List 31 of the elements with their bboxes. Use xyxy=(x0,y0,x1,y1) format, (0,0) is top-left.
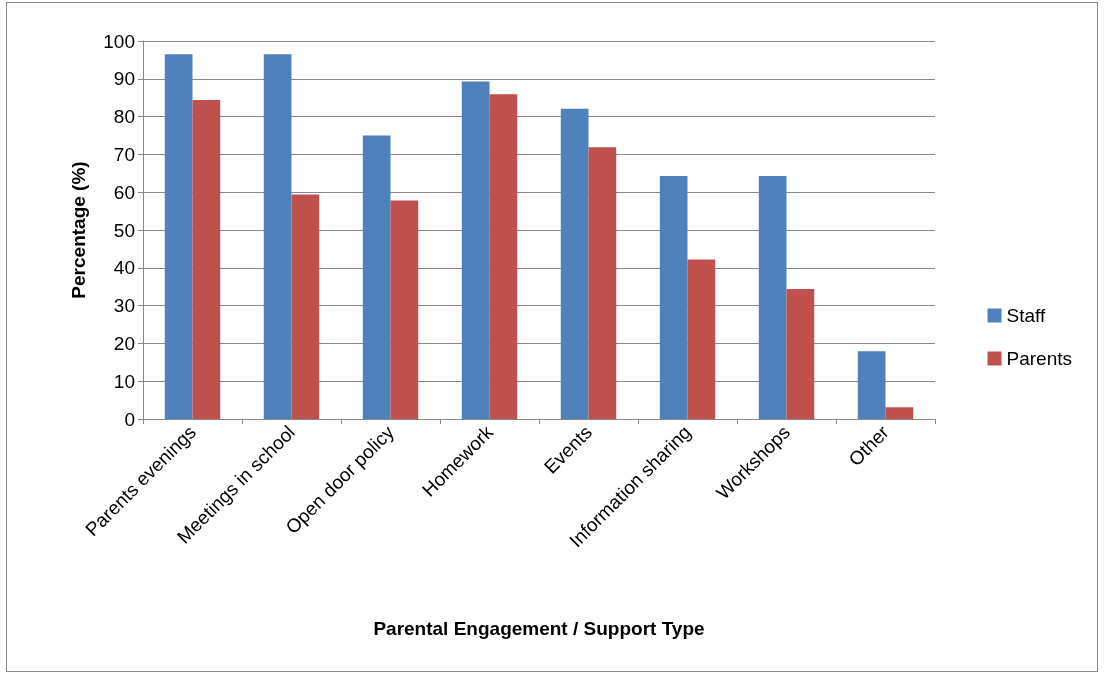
bar xyxy=(786,288,815,419)
bar xyxy=(263,54,292,419)
bar xyxy=(758,175,787,419)
y-tick-label: 0 xyxy=(124,408,135,430)
bar xyxy=(885,407,914,419)
y-tick-label: 50 xyxy=(113,219,135,241)
y-tick-label: 60 xyxy=(113,181,135,203)
bar xyxy=(687,259,716,419)
y-tick-label: 20 xyxy=(113,332,135,354)
bar xyxy=(489,94,518,419)
bar xyxy=(390,200,419,419)
y-tick-label: 70 xyxy=(113,143,135,165)
y-tick-label: 10 xyxy=(113,370,135,392)
y-tick-label: 80 xyxy=(113,106,135,128)
bar xyxy=(164,54,193,419)
bar xyxy=(461,81,490,419)
bar xyxy=(659,175,688,419)
bar xyxy=(560,108,589,419)
y-tick-label: 90 xyxy=(113,68,135,90)
bar xyxy=(857,351,886,419)
y-tick-label: 40 xyxy=(113,257,135,279)
legend-label: Parents xyxy=(1006,348,1072,369)
bar xyxy=(362,135,391,419)
y-tick-label: 30 xyxy=(113,295,135,317)
legend-label: Staff xyxy=(1006,305,1046,326)
x-axis-title: Parental Engagement / Support Type xyxy=(373,618,705,639)
bar xyxy=(192,99,221,419)
bar xyxy=(291,194,320,419)
bar xyxy=(588,147,617,419)
y-axis-title: Percentage (%) xyxy=(68,161,89,299)
y-tick-label: 100 xyxy=(103,30,135,52)
